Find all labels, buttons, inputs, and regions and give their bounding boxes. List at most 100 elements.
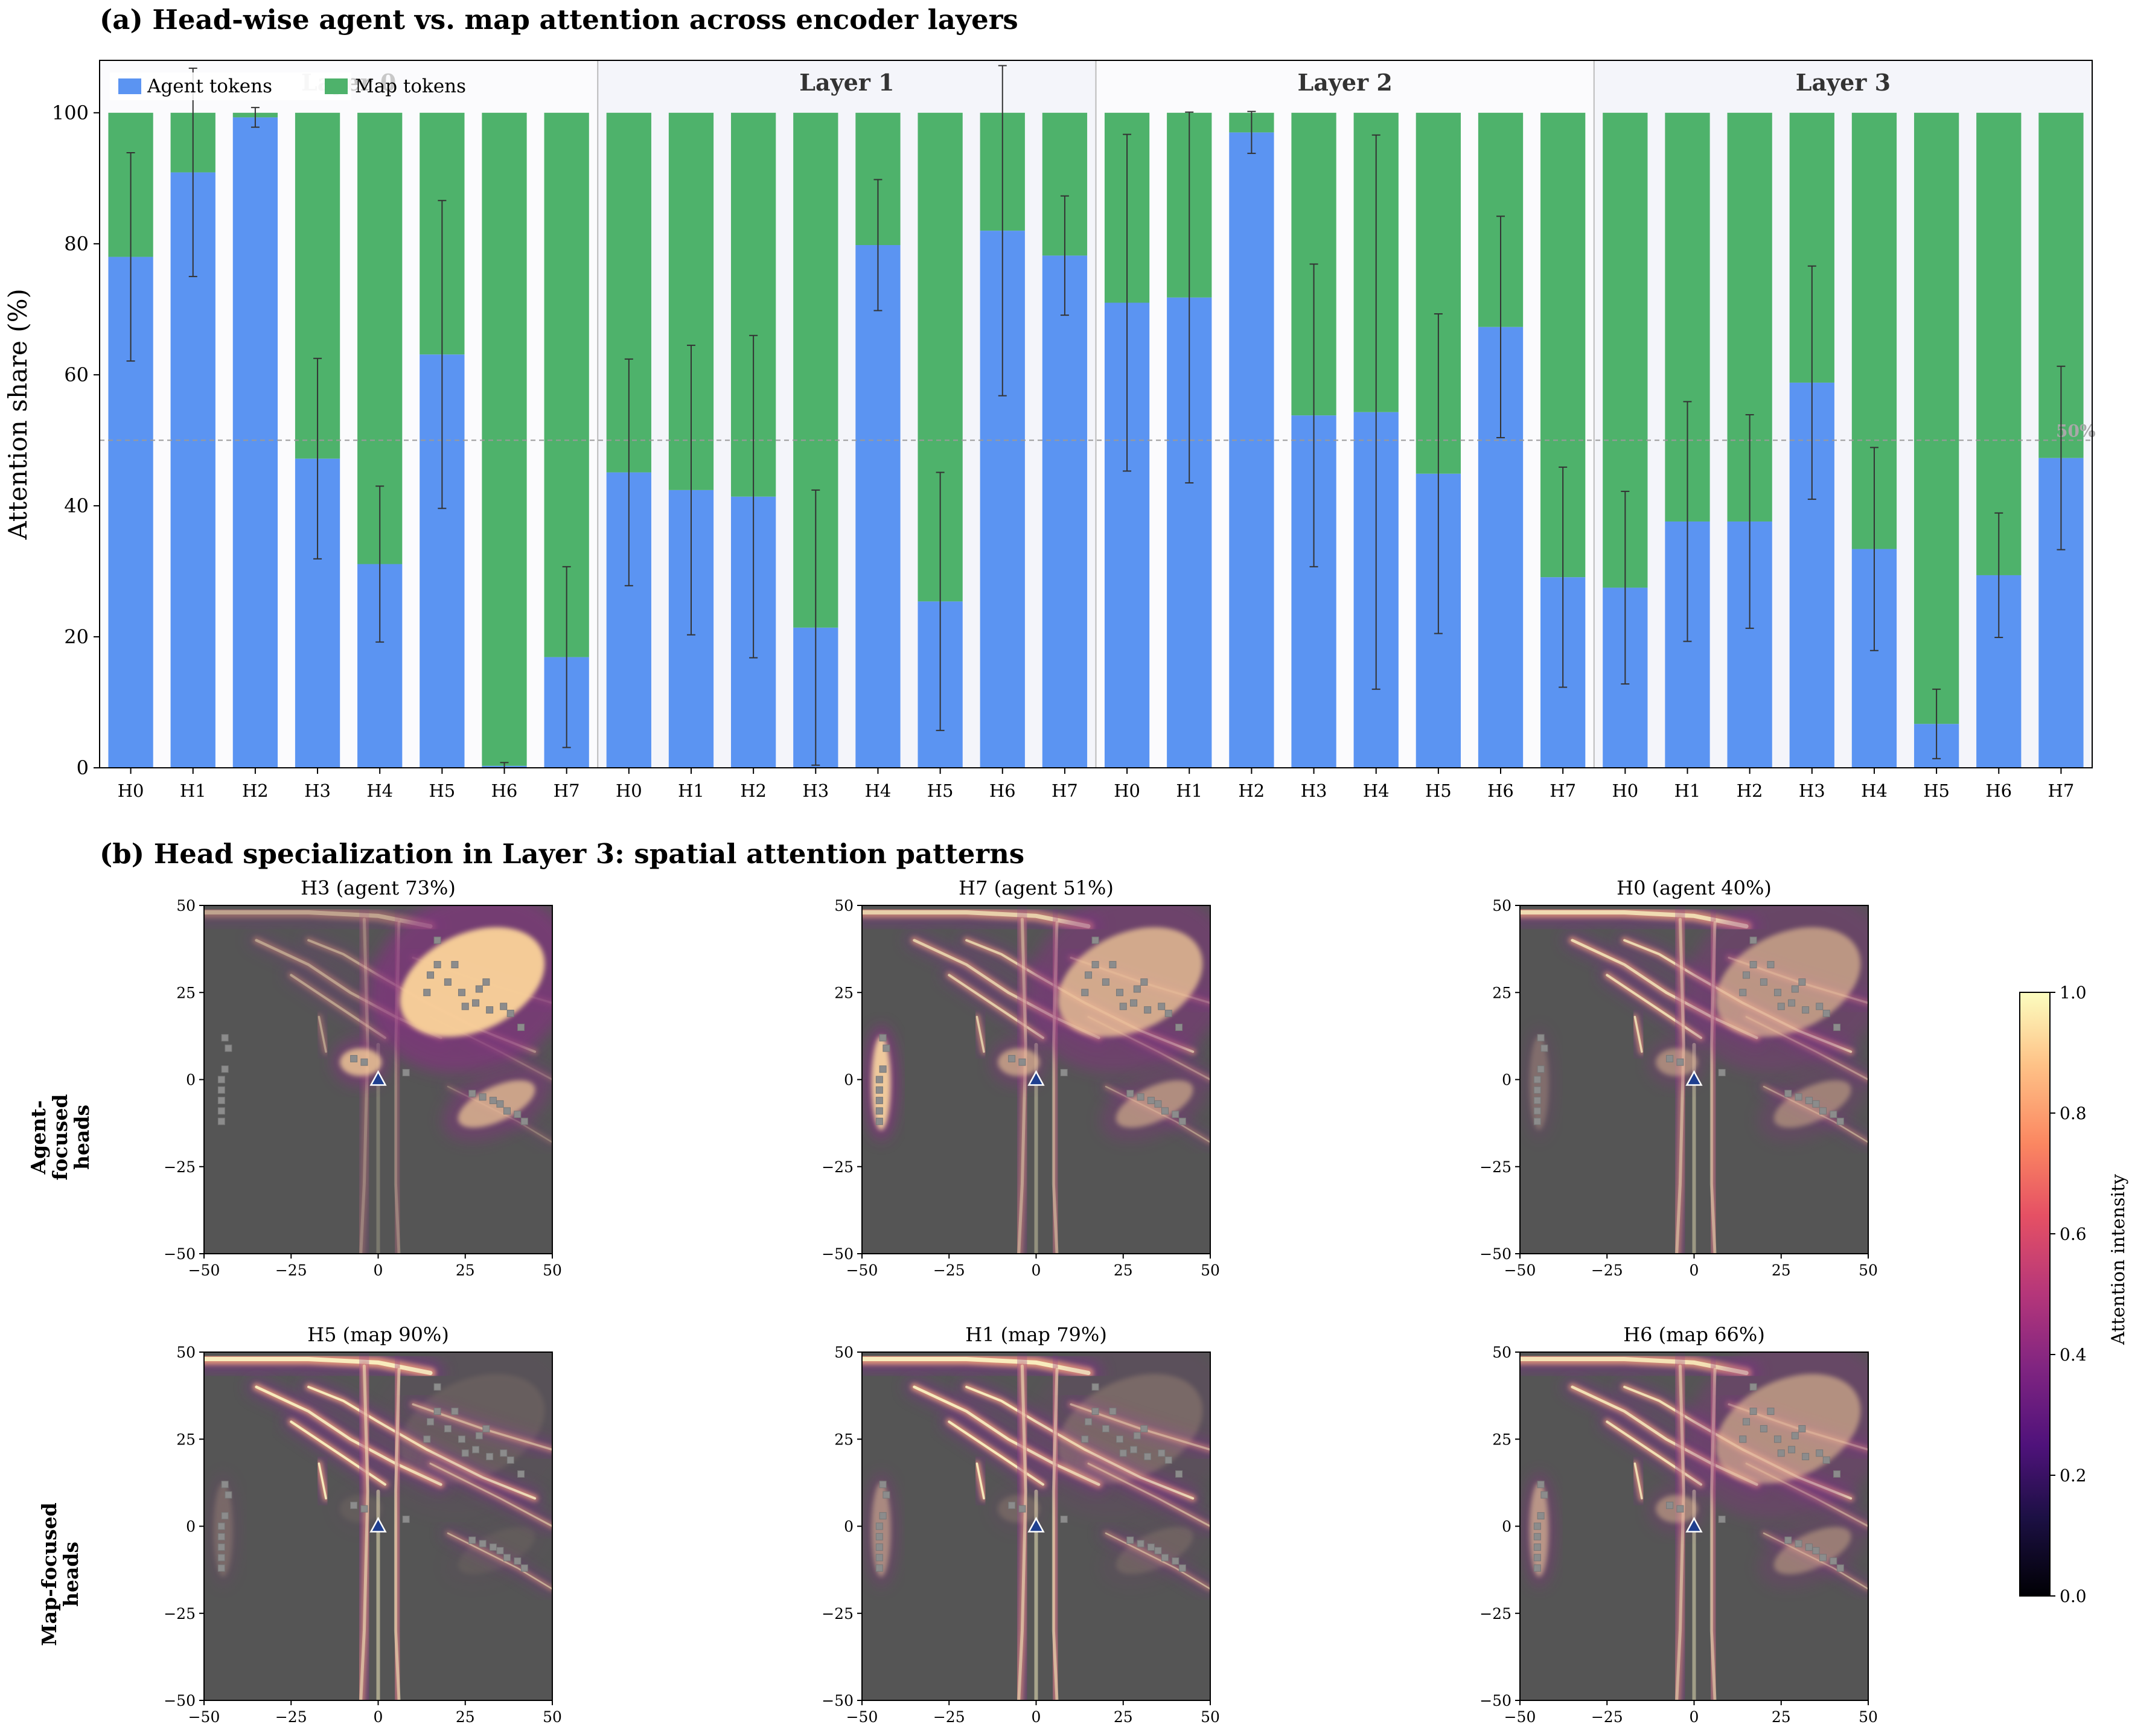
agent-marker: [1812, 1546, 1820, 1554]
agent-marker: [1773, 989, 1781, 997]
agent-marker: [1178, 1564, 1186, 1572]
agent-marker: [1537, 1065, 1545, 1073]
x-tick-label-8: H0: [616, 780, 642, 801]
agent-marker: [489, 1543, 497, 1551]
agent-marker: [1816, 1449, 1824, 1457]
colorbar-tick-label: 0.0: [2060, 1586, 2087, 1606]
agent-marker: [423, 989, 431, 997]
colorbar-tick-label: 1.0: [2060, 983, 2087, 1003]
agent-marker: [1126, 1090, 1134, 1097]
error-bar-25: [1683, 401, 1692, 642]
agent-marker: [444, 978, 452, 986]
road-highlight: [1633, 1462, 1643, 1500]
x-tick-label-5: H5: [429, 780, 455, 801]
x-tick-label-11: H3: [802, 780, 829, 801]
x-tick-label: 50: [543, 1708, 562, 1726]
x-tick-label: −25: [275, 1262, 307, 1279]
agent-marker: [1109, 1408, 1117, 1415]
agent-marker: [496, 1546, 504, 1554]
agent-glow-core: [1058, 927, 1203, 1037]
road-highlight: [1675, 1364, 1685, 1700]
ego-vehicle-triangle: [369, 1070, 387, 1086]
x-tick-label: −25: [933, 1262, 965, 1279]
y-tick-label: −25: [164, 1605, 196, 1623]
agent-marker: [1812, 1100, 1820, 1108]
agent-marker: [1676, 1058, 1684, 1066]
agent-marker: [1175, 1023, 1183, 1031]
y-tick-label: 50: [834, 897, 854, 914]
y-tick-label: 0: [77, 756, 89, 779]
x-tick-label-21: H5: [1425, 780, 1452, 801]
agent-marker: [360, 1505, 368, 1513]
agent-marker: [217, 1076, 225, 1083]
agent-markers: [217, 1383, 528, 1572]
error-bar-13: [936, 471, 945, 732]
agent-marker: [217, 1107, 225, 1115]
agent-marker: [1830, 1557, 1837, 1565]
y-tick-label: −50: [164, 1692, 196, 1709]
agent-glow-core: [1716, 1374, 1861, 1484]
heatmap-title-h7: H7 (agent 51%): [959, 876, 1114, 899]
agent-marker: [1795, 1093, 1802, 1101]
colorbar-tick-label: 0.8: [2060, 1103, 2087, 1123]
x-tick-label: 0: [374, 1262, 383, 1279]
agent-marker: [1158, 1003, 1166, 1010]
agent-marker: [1137, 1540, 1144, 1548]
road-core: [1673, 915, 1688, 1254]
agent-marker: [1836, 1564, 1844, 1572]
agent-marker: [1116, 989, 1123, 997]
agent-marker: [1791, 985, 1799, 993]
ego-vehicle-triangle: [1685, 1516, 1703, 1533]
agent-marker: [1119, 1003, 1127, 1010]
error-bar-28: [1869, 447, 1878, 651]
error-bar-23: [1559, 466, 1568, 688]
reference-line-label: 50%: [2056, 421, 2096, 441]
agent-marker: [489, 1097, 497, 1105]
y-tick-label: 25: [834, 1431, 854, 1448]
bar-agent-18: [1229, 132, 1274, 768]
agent-marker: [1147, 1097, 1155, 1105]
x-tick-label: 25: [456, 1262, 475, 1279]
agent-marker: [451, 1408, 459, 1415]
agent-marker: [458, 989, 465, 997]
x-tick-label-13: H5: [927, 780, 954, 801]
agent-marker: [1836, 1117, 1844, 1125]
heatmap-h1: [862, 1352, 1210, 1700]
agent-marker: [879, 1512, 887, 1520]
agent-marker: [468, 1536, 476, 1544]
agent-marker: [1540, 1491, 1548, 1499]
x-tick-label-3: H3: [304, 780, 331, 801]
agent-marker: [875, 1107, 883, 1115]
bar-agent-2: [232, 117, 278, 768]
agent-marker: [1784, 1536, 1792, 1544]
agent-marker: [350, 1501, 358, 1509]
agent-markers: [1533, 1383, 1844, 1572]
layer-label-2: Layer 2: [1297, 69, 1392, 96]
agent-marker: [433, 936, 441, 944]
y-tick-label: −50: [822, 1245, 854, 1263]
x-tick-label: 0: [1690, 1262, 1699, 1279]
agent-marker: [1540, 1044, 1548, 1052]
agent-marker: [1760, 978, 1767, 986]
agent-marker: [1798, 1425, 1806, 1432]
x-tick-label: −50: [1504, 1262, 1536, 1279]
x-tick-label: −25: [1591, 1708, 1623, 1726]
x-tick-label: 25: [1114, 1262, 1133, 1279]
y-tick-label: −50: [822, 1692, 854, 1709]
agent-marker: [1533, 1543, 1541, 1551]
agent-marker: [1739, 1435, 1747, 1443]
y-axis-label: Attention share (%): [3, 289, 33, 540]
agent-marker: [221, 1481, 229, 1489]
error-bar-22: [1496, 215, 1505, 439]
error-bar-1: [188, 68, 197, 278]
agent-marker: [1743, 971, 1751, 979]
agent-marker: [1147, 1543, 1155, 1551]
x-tick-label: −25: [1591, 1262, 1623, 1279]
bar-map-6: [482, 112, 527, 766]
agent-marker: [1784, 1090, 1792, 1097]
agent-marker: [217, 1554, 225, 1562]
agent-markers: [875, 936, 1186, 1125]
agent-marker: [472, 1446, 480, 1454]
road-highlight: [1633, 1015, 1643, 1053]
